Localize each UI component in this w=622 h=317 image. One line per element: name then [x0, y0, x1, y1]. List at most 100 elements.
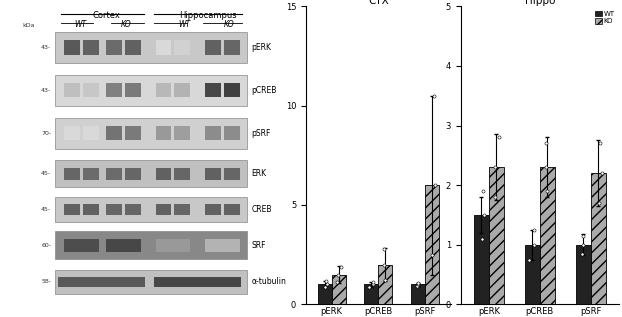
Bar: [318, 284, 332, 304]
Point: [364, 284, 374, 289]
Bar: [224, 41, 239, 55]
Point: [333, 272, 343, 277]
Point: [413, 282, 423, 287]
Bar: [64, 168, 80, 180]
Point: [429, 93, 439, 98]
Text: 70-: 70-: [41, 131, 51, 136]
Bar: [64, 126, 80, 140]
Bar: [156, 83, 172, 97]
Point: [524, 257, 534, 262]
Text: 43-: 43-: [41, 45, 51, 50]
Point: [542, 189, 552, 194]
Bar: [64, 83, 80, 97]
Bar: [55, 160, 247, 187]
Point: [529, 242, 539, 247]
Text: WT: WT: [179, 20, 190, 29]
Bar: [83, 204, 99, 215]
Bar: [106, 239, 141, 252]
Bar: [575, 245, 591, 304]
Bar: [83, 168, 99, 180]
Bar: [83, 126, 99, 140]
Bar: [156, 168, 172, 180]
Bar: [591, 173, 606, 304]
Bar: [125, 41, 141, 55]
Point: [336, 264, 346, 269]
Bar: [58, 277, 146, 287]
Bar: [224, 83, 239, 97]
Point: [477, 236, 487, 241]
Text: WT: WT: [74, 20, 86, 29]
Text: α-tubulin: α-tubulin: [251, 277, 286, 287]
Text: pERK: pERK: [251, 43, 271, 52]
Point: [379, 246, 389, 251]
Point: [322, 282, 332, 287]
Point: [412, 283, 422, 288]
Bar: [106, 126, 122, 140]
Bar: [154, 277, 241, 287]
Bar: [55, 32, 247, 63]
Bar: [106, 83, 122, 97]
Bar: [174, 83, 190, 97]
Bar: [205, 83, 221, 97]
Text: ERK: ERK: [251, 169, 266, 178]
Bar: [55, 231, 247, 260]
Bar: [156, 126, 172, 140]
Point: [594, 200, 604, 205]
Bar: [205, 41, 221, 55]
Bar: [205, 126, 221, 140]
Bar: [125, 168, 141, 180]
Text: 58-: 58-: [41, 280, 51, 284]
Bar: [156, 41, 172, 55]
Text: 60-: 60-: [41, 243, 51, 248]
Point: [577, 251, 587, 256]
Point: [379, 262, 389, 267]
Bar: [205, 239, 239, 252]
Bar: [156, 204, 172, 215]
Point: [430, 183, 440, 188]
Bar: [83, 41, 99, 55]
Point: [427, 252, 437, 257]
Point: [578, 233, 588, 238]
Point: [321, 279, 331, 284]
Point: [541, 141, 551, 146]
Bar: [224, 126, 239, 140]
Title: Hippo: Hippo: [524, 0, 555, 6]
Text: CREB: CREB: [251, 205, 272, 214]
Bar: [106, 168, 122, 180]
Bar: [125, 83, 141, 97]
Text: SRF: SRF: [251, 241, 266, 250]
Bar: [473, 215, 489, 304]
Point: [578, 242, 588, 247]
Point: [413, 281, 423, 286]
Point: [478, 189, 488, 194]
Bar: [64, 204, 80, 215]
Bar: [174, 168, 190, 180]
Point: [479, 212, 489, 217]
Text: Cortex: Cortex: [92, 11, 120, 20]
Bar: [55, 270, 247, 294]
Text: Hippocampus: Hippocampus: [179, 11, 236, 20]
Bar: [156, 239, 190, 252]
Text: pSRF: pSRF: [251, 129, 271, 138]
Bar: [174, 126, 190, 140]
Point: [541, 165, 551, 170]
Point: [368, 280, 378, 285]
Point: [490, 165, 500, 170]
Bar: [106, 204, 122, 215]
Bar: [332, 275, 346, 304]
Text: kDa: kDa: [23, 23, 35, 28]
Text: pCREB: pCREB: [251, 86, 277, 95]
Point: [490, 195, 500, 200]
Bar: [364, 284, 378, 304]
Text: KO: KO: [224, 20, 234, 29]
Text: 45-: 45-: [41, 171, 51, 176]
Point: [596, 171, 606, 176]
Bar: [64, 41, 80, 55]
Bar: [83, 83, 99, 97]
Text: 45-: 45-: [41, 207, 51, 212]
Point: [380, 278, 390, 283]
Point: [332, 280, 342, 285]
Bar: [524, 245, 540, 304]
Bar: [55, 75, 247, 106]
Bar: [125, 126, 141, 140]
